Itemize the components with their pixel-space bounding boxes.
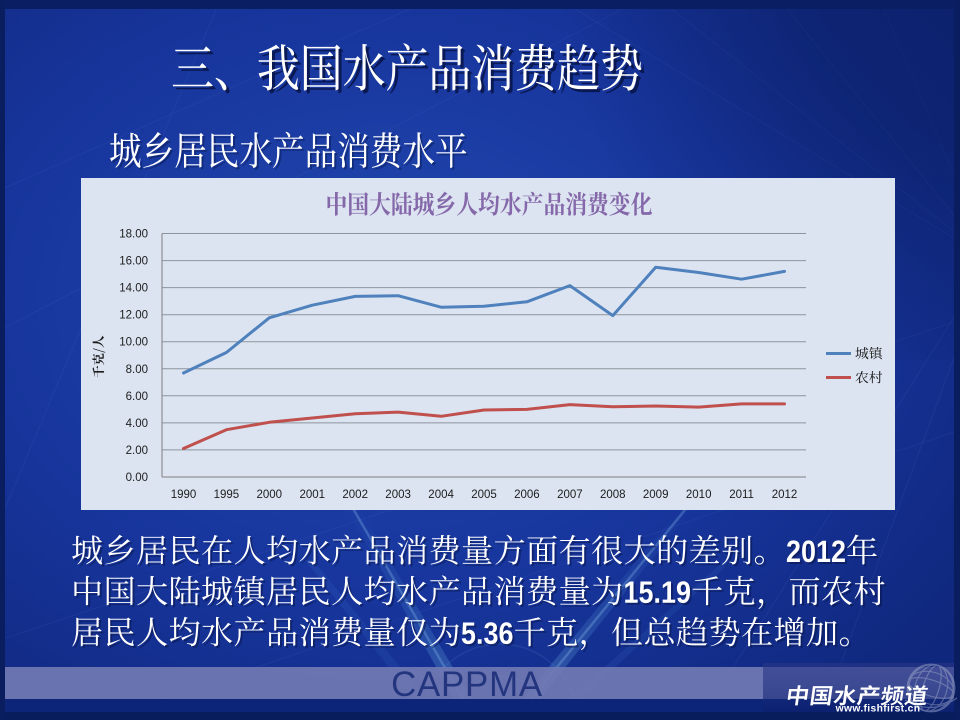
svg-text:2007: 2007 xyxy=(557,489,583,501)
svg-text:2009: 2009 xyxy=(643,489,669,501)
svg-text:2011: 2011 xyxy=(729,489,754,501)
svg-text:2010: 2010 xyxy=(686,489,712,501)
svg-text:14.00: 14.00 xyxy=(119,283,148,295)
svg-text:6.00: 6.00 xyxy=(126,391,148,403)
svg-text:2002: 2002 xyxy=(342,489,368,501)
svg-text:www.fishfirst.cn: www.fishfirst.cn xyxy=(835,704,921,715)
svg-text:2006: 2006 xyxy=(514,489,540,501)
svg-text:2008: 2008 xyxy=(600,489,626,501)
svg-text:4.00: 4.00 xyxy=(126,418,148,430)
svg-text:2005: 2005 xyxy=(471,489,497,501)
svg-text:2.00: 2.00 xyxy=(126,445,148,457)
svg-text:16.00: 16.00 xyxy=(119,256,148,268)
svg-text:8.00: 8.00 xyxy=(126,364,148,376)
svg-text:2004: 2004 xyxy=(428,489,454,501)
svg-text:2000: 2000 xyxy=(257,489,283,501)
svg-text:10.00: 10.00 xyxy=(119,337,148,349)
svg-text:2003: 2003 xyxy=(385,489,411,501)
svg-text:0.00: 0.00 xyxy=(126,472,148,484)
svg-text:2012: 2012 xyxy=(772,489,798,501)
svg-text:2001: 2001 xyxy=(300,489,326,501)
svg-text:1990: 1990 xyxy=(171,489,197,501)
svg-text:18.00: 18.00 xyxy=(119,229,148,241)
svg-text:12.00: 12.00 xyxy=(119,310,148,322)
svg-text:1995: 1995 xyxy=(214,489,240,501)
svg-text:CAPPMA: CAPPMA xyxy=(391,665,543,704)
